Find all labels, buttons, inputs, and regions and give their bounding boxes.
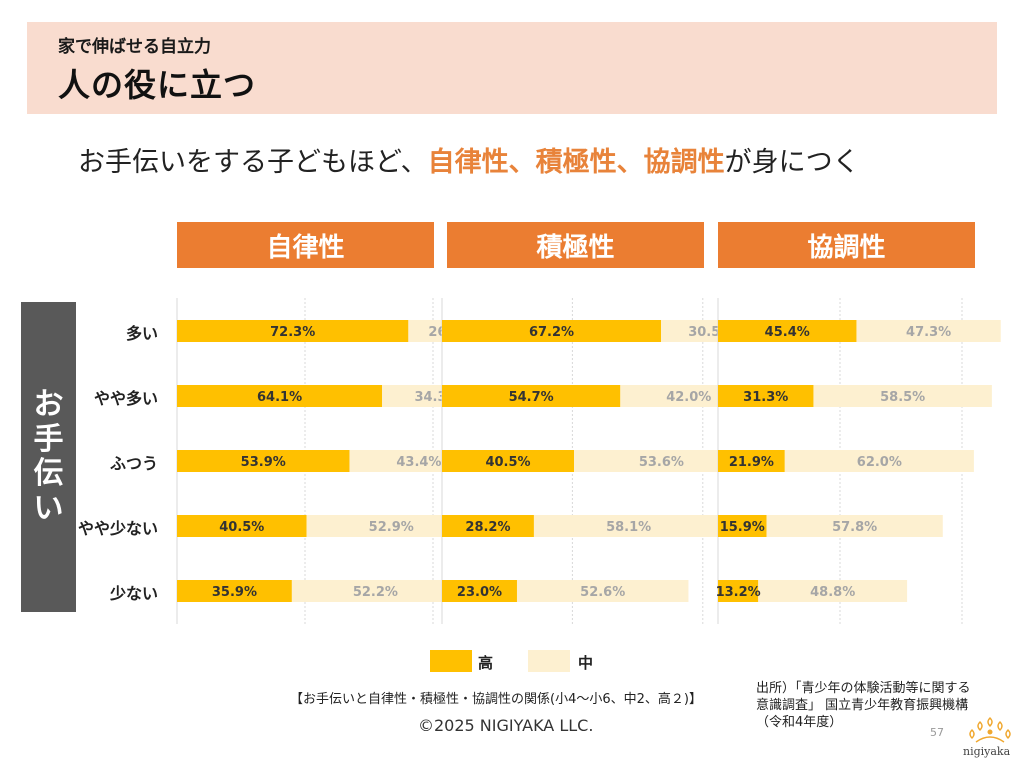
bar-high <box>442 515 534 537</box>
panel-header-autonomy: 自律性 <box>177 222 434 268</box>
bar-high <box>177 320 409 342</box>
headline-highlight-3: 協調性 <box>643 147 725 178</box>
bar-high <box>442 385 621 407</box>
row-label-somewhat-few: やや少ない <box>77 519 158 538</box>
data-label-mid: 62.0% <box>857 455 902 470</box>
bar-high <box>718 450 785 472</box>
headline-sep-1: 、 <box>508 147 536 178</box>
headline-prefix: お手伝いをする子どもほど、 <box>78 147 428 178</box>
data-label-high: 31.3% <box>743 390 788 405</box>
data-label-mid: 43.4% <box>396 455 441 470</box>
data-label-mid: 48.8% <box>810 585 855 600</box>
panel-header-proactivity: 積極性 <box>447 222 704 268</box>
source-line-1: 出所）「青少年の体験活動等に関する <box>756 681 971 696</box>
data-label-mid: 47.3% <box>906 325 951 340</box>
headline: お手伝いをする子どもほど、自律性、積極性、協調性が身につく <box>78 140 860 179</box>
headline-highlight-2: 積極性 <box>535 147 617 178</box>
data-label-high: 72.3% <box>270 325 315 340</box>
data-label-high: 53.9% <box>241 455 286 470</box>
row-label-few: 少ない <box>109 584 158 603</box>
logo-text: nigiyaka <box>963 745 1011 758</box>
legend-label-mid: 中 <box>578 654 594 672</box>
data-label-mid: 53.6% <box>639 455 684 470</box>
chart-caption: 【お手伝いと自律性・積極性・協調性の関係(小4～小6、中2、高２)】 <box>290 692 702 707</box>
bar-high <box>718 385 814 407</box>
bar-mid <box>574 450 749 472</box>
bar-high <box>177 515 307 537</box>
data-label-high: 28.2% <box>465 520 510 535</box>
data-label-mid: 42.0% <box>666 390 711 405</box>
copyright: ©2025 NIGIYAKA LLC. <box>418 716 594 735</box>
headline-suffix: が身につく <box>724 147 860 178</box>
bar-high <box>177 385 383 407</box>
data-label-high: 13.2% <box>716 585 761 600</box>
data-label-mid: 52.6% <box>580 585 625 600</box>
headline-highlight-1: 自律性 <box>427 147 509 178</box>
source-line-2: 意識調査」 国立青少年教育振興機構 <box>756 697 969 713</box>
bar-high <box>442 450 575 472</box>
bar-high <box>177 450 350 472</box>
legend-swatch-mid <box>528 650 570 672</box>
source-note: 出所）「青少年の体験活動等に関する 意識調査」 国立青少年教育振興機構 （令和4… <box>756 681 971 732</box>
header-band <box>27 22 997 114</box>
page-number: 57 <box>930 726 944 739</box>
nigiyaka-logo-icon <box>969 717 1011 743</box>
bar-high <box>718 320 857 342</box>
bar-high <box>718 515 767 537</box>
page-title: 人の役に立つ <box>58 66 257 104</box>
data-label-mid: 52.2% <box>353 585 398 600</box>
row-label-many: 多い <box>125 324 158 343</box>
row-label-average: ふつう <box>109 454 158 473</box>
data-label-mid: 57.8% <box>832 520 877 535</box>
side-label-text: お手伝い <box>33 387 64 526</box>
source-line-3: （令和4年度） <box>756 714 843 730</box>
bar-mid <box>856 320 1001 342</box>
bar-high <box>718 580 759 602</box>
panel-header-cooperation: 協調性 <box>718 222 975 268</box>
data-label-high: 45.4% <box>765 325 810 340</box>
data-label-high: 23.0% <box>457 585 502 600</box>
legend-label-high: 高 <box>478 654 494 672</box>
side-label: お手伝い <box>21 302 76 612</box>
data-label-high: 21.9% <box>729 455 774 470</box>
header-subtitle: 家で伸ばせる自立力 <box>58 37 211 57</box>
data-label-high: 40.5% <box>219 520 264 535</box>
bar-high <box>442 580 517 602</box>
data-label-high: 67.2% <box>529 325 574 340</box>
bar-mid <box>306 515 476 537</box>
bar-mid <box>813 385 992 407</box>
data-label-high: 54.7% <box>509 390 554 405</box>
row-label-somewhat-many: やや多い <box>93 389 158 408</box>
bar-mid <box>516 580 689 602</box>
data-label-high: 64.1% <box>257 390 302 405</box>
bar-mid <box>291 580 459 602</box>
data-label-mid: 58.1% <box>606 520 651 535</box>
bar-mid <box>758 580 908 602</box>
bar-high <box>442 320 662 342</box>
data-label-high: 35.9% <box>212 585 257 600</box>
data-label-high: 15.9% <box>720 520 765 535</box>
data-label-mid: 58.5% <box>880 390 925 405</box>
headline-sep-2: 、 <box>616 147 644 178</box>
data-label-mid: 52.9% <box>369 520 414 535</box>
bar-mid <box>533 515 724 537</box>
data-label-high: 40.5% <box>485 455 530 470</box>
legend-swatch-high <box>430 650 472 672</box>
bar-mid <box>766 515 943 537</box>
bar-high <box>177 580 292 602</box>
bar-mid <box>784 450 974 472</box>
